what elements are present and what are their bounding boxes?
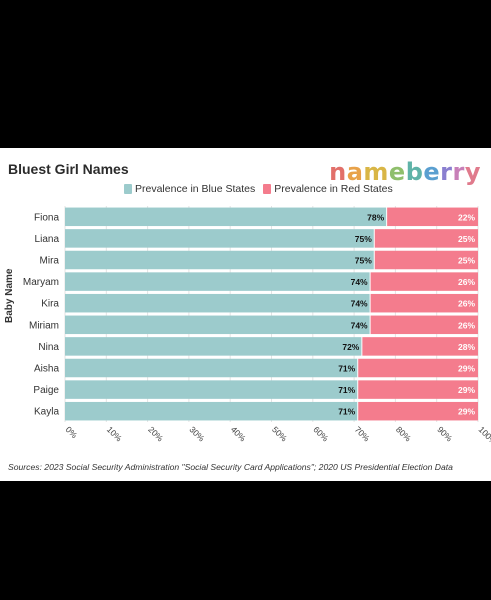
legend-label-blue: Prevalence in Blue States <box>135 183 256 195</box>
bar-blue <box>65 250 374 270</box>
logo-letter: a <box>346 158 364 186</box>
bar-red <box>362 337 478 356</box>
bar-blue <box>65 293 370 313</box>
category-label: Paige <box>33 385 59 396</box>
data-label-red: 25% <box>458 234 475 244</box>
x-tick-label: 60% <box>311 424 330 443</box>
logo-letter: r <box>440 158 453 186</box>
logo-letter: e <box>388 158 406 186</box>
data-label-red: 29% <box>458 385 475 395</box>
legend-item-blue: Prevalence in Blue States <box>124 183 255 195</box>
bar-red <box>370 272 478 291</box>
data-label-red: 26% <box>458 277 475 287</box>
source-note: Sources: 2023 Social Security Administra… <box>8 462 453 472</box>
x-tick-label: 100% <box>477 424 491 447</box>
legend-swatch-red <box>263 184 272 194</box>
legend-label-red: Prevalence in Red States <box>274 183 393 195</box>
logo-letter: n <box>329 158 347 186</box>
bar-blue <box>65 229 374 248</box>
data-label-blue: 74% <box>351 277 368 287</box>
data-label-red: 26% <box>458 320 475 330</box>
data-label-red: 26% <box>458 299 475 309</box>
data-label-blue: 74% <box>351 320 368 330</box>
x-tick-label: 80% <box>394 424 413 443</box>
category-label: Kayla <box>34 407 59 418</box>
chart-legend: Prevalence in Blue States Prevalence in … <box>124 183 397 195</box>
data-label-red: 25% <box>458 256 475 266</box>
category-label: Fiona <box>34 212 59 223</box>
data-label-red: 22% <box>458 212 475 222</box>
bar-red <box>358 401 478 421</box>
category-label: Mira <box>40 256 60 267</box>
logo-letter: y <box>464 158 481 186</box>
data-label-red: 28% <box>458 342 475 352</box>
x-tick-label: 40% <box>229 424 248 443</box>
bar-blue <box>65 337 362 356</box>
bar-blue <box>65 207 387 227</box>
bar-red <box>370 315 478 335</box>
data-label-blue: 75% <box>355 234 372 244</box>
category-label: Miriam <box>29 320 59 331</box>
logo-letter: b <box>405 158 424 186</box>
x-tick-label: 70% <box>353 424 372 443</box>
data-label-blue: 71% <box>338 364 355 374</box>
bar-red <box>374 229 478 248</box>
bar-red <box>370 293 478 313</box>
x-tick-label: 10% <box>105 424 124 443</box>
data-label-blue: 72% <box>342 342 359 352</box>
category-label: Liana <box>35 234 60 245</box>
category-label: Nina <box>38 342 59 353</box>
data-label-red: 29% <box>458 407 475 417</box>
bar-red <box>358 358 478 378</box>
x-tick-label: 90% <box>435 424 454 443</box>
x-tick-label: 50% <box>270 424 289 443</box>
bar-red <box>387 207 478 227</box>
category-label: Aisha <box>34 364 59 375</box>
logo-letter: m <box>363 158 389 186</box>
bar-red <box>374 250 478 270</box>
legend-swatch-blue <box>124 184 132 194</box>
logo-letter: e <box>423 158 441 186</box>
data-label-blue: 78% <box>367 212 384 222</box>
bar-blue <box>65 401 358 421</box>
bar-blue <box>65 315 370 335</box>
bar-red <box>358 380 478 399</box>
data-label-blue: 74% <box>351 299 368 309</box>
data-label-blue: 71% <box>338 407 355 417</box>
bar-chart: 78% 22% Fiona 75% 25% Liana 75% 25% Mira 74% 26% Ma… <box>23 206 491 447</box>
bar-blue <box>65 380 358 399</box>
category-label: Kira <box>41 299 59 310</box>
chart-title: Bluest Girl Names <box>8 161 129 177</box>
x-tick-label: 30% <box>187 424 206 443</box>
data-label-red: 29% <box>458 364 475 374</box>
x-tick-label: 0% <box>64 424 80 440</box>
data-label-blue: 75% <box>355 256 372 266</box>
logo-letter: r <box>452 158 465 186</box>
legend-item-red: Prevalence in Red States <box>263 183 393 195</box>
category-label: Maryam <box>23 277 59 288</box>
bar-blue <box>65 358 358 378</box>
bar-blue <box>65 272 370 291</box>
data-label-blue: 71% <box>338 385 355 395</box>
x-tick-label: 20% <box>146 424 165 443</box>
